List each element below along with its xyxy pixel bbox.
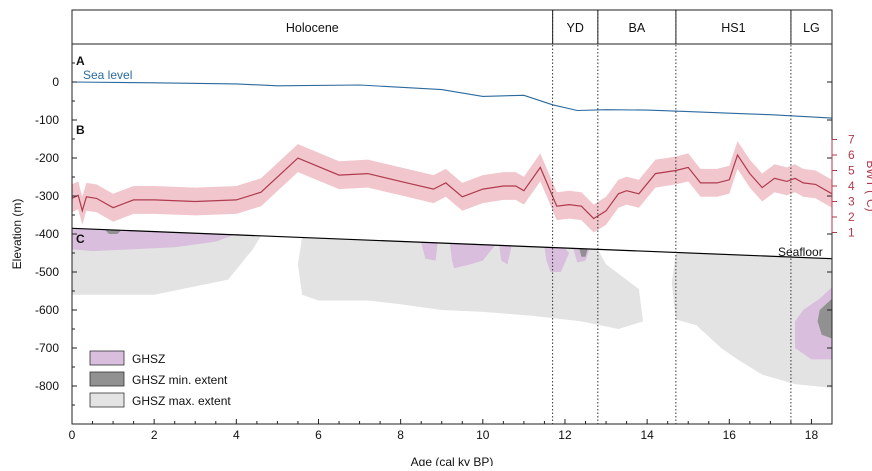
legend-swatch [89,371,125,387]
ghsz-area [499,245,512,265]
panel-label: A [76,54,85,68]
axes-frame-layer [71,9,833,425]
y2-tick-label: 3 [848,195,855,209]
legend-label: GHSZ [132,352,165,366]
period-label: BA [629,21,646,35]
sea-level-line [71,81,833,119]
legend-swatch [89,350,125,366]
ticks-layer [71,62,837,424]
y2-tick-label: 6 [848,148,855,162]
x-tick-label: 14 [640,428,654,442]
period-dividers-layer [552,10,792,424]
y2-tick-label: 4 [848,179,855,193]
ghsz-min-extent-area [817,298,832,339]
y-tick-label: -200 [35,151,59,165]
period-label: HS1 [721,21,745,35]
y-tick-label: -300 [35,189,59,203]
period-label: LG [803,21,820,35]
y2-tick-label: 5 [848,164,855,178]
sea-level-label: Sea level [83,68,132,82]
y-tick-label: -100 [35,113,59,127]
x-tick-label: 4 [233,428,240,442]
bwt-uncertainty-band [72,141,832,233]
ghsz-area [544,247,570,272]
period-label: YD [567,21,584,35]
legend-layer: GHSZ GHSZ min. extent GHSZ max. extent [89,350,231,408]
x-tick-label: 12 [558,428,572,442]
ghsz-areas-layer [72,228,832,388]
x-tick-label: 0 [69,428,76,442]
y2-axis-title: BWT (°C) [864,160,872,211]
ghsz-max-extent-area [671,252,832,388]
panel-label: C [76,232,85,246]
y2-tick-label: 2 [848,210,855,224]
ghsz-area [421,242,438,261]
bwt-uncertainty-layer [72,141,832,233]
plot-frame [71,9,833,425]
y-axis-title: Elevation (m) [10,199,24,270]
y-tick-label: 0 [52,75,59,89]
panel-label: B [76,123,85,137]
ghsz-min-extent-area [579,248,588,257]
ghsz-area [449,243,496,269]
y2-tick-label: 7 [848,133,855,147]
y-tick-label: -800 [35,379,59,393]
seafloor-line [71,227,833,260]
x-tick-label: 16 [723,428,737,442]
x-tick-label: 10 [476,428,490,442]
x-axis-title: Age (cal ky BP) [411,455,494,466]
y2-tick-label: 1 [848,226,855,240]
x-tick-label: 18 [805,428,819,442]
ghsz-area [795,287,832,360]
bwt-line [71,153,833,220]
period-label: Holocene [286,21,339,35]
y-tick-label: -500 [35,265,59,279]
y-tick-label: -400 [35,227,59,241]
x-tick-label: 6 [315,428,322,442]
x-tick-label: 8 [397,428,404,442]
legend-swatch [89,392,125,408]
legend-label: GHSZ max. extent [132,394,231,408]
x-tick-label: 2 [151,428,158,442]
seafloor-label: Seafloor [778,245,823,259]
series-lines-layer [71,81,833,260]
legend-label: GHSZ min. extent [132,373,228,387]
y-tick-label: -700 [35,341,59,355]
y-tick-label: -600 [35,303,59,317]
